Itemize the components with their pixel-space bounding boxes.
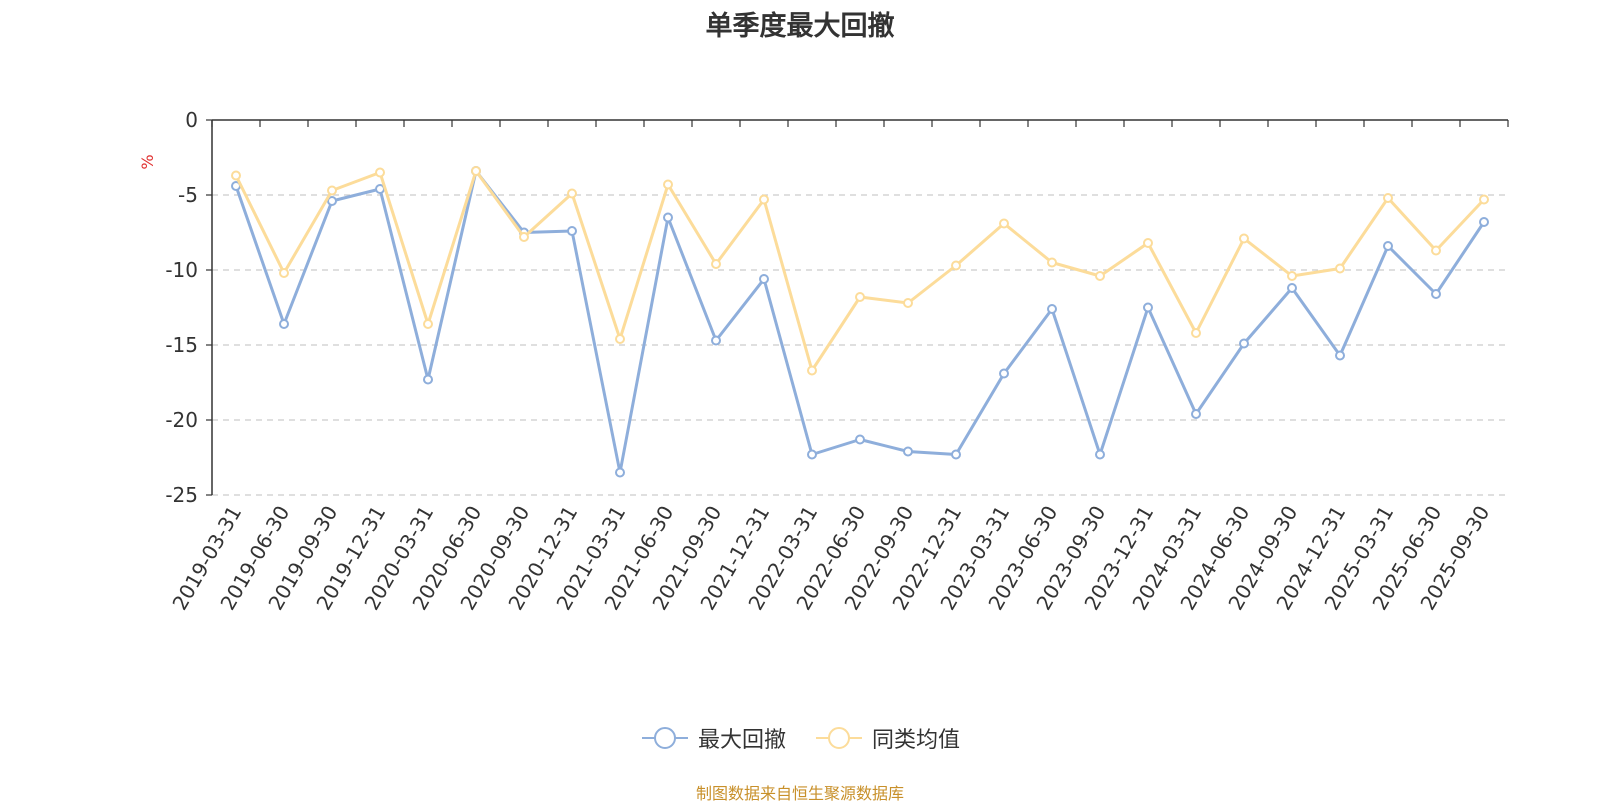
data-point xyxy=(951,260,961,271)
data-point xyxy=(279,319,289,329)
data-point xyxy=(1191,409,1201,419)
data-point xyxy=(807,449,817,460)
data-point xyxy=(327,185,337,196)
legend-label: 同类均值 xyxy=(872,728,961,753)
data-point xyxy=(375,167,385,178)
data-point xyxy=(903,298,913,308)
data-point xyxy=(855,292,865,302)
data-point xyxy=(663,212,673,223)
legend-item-1[interactable]: 最大回撤 xyxy=(640,722,786,754)
chart-title: 单季度最大回撤 xyxy=(705,11,895,42)
data-point xyxy=(1335,263,1345,274)
data-point xyxy=(1335,350,1345,361)
y-tick-label: -20 xyxy=(165,408,198,432)
data-point xyxy=(1383,193,1393,203)
data-point xyxy=(1191,328,1201,338)
data-point xyxy=(1287,271,1297,281)
data-point xyxy=(1095,449,1105,460)
y-tick-label: -5 xyxy=(178,183,198,207)
data-point xyxy=(759,274,769,284)
legend-marker-icon xyxy=(816,727,862,749)
legend-item-2[interactable]: 同类均值 xyxy=(814,722,960,754)
data-point xyxy=(1383,241,1393,251)
data-point xyxy=(999,368,1009,379)
y-axis-unit: % xyxy=(138,154,157,169)
data-point xyxy=(951,449,961,460)
data-point xyxy=(1479,217,1489,227)
data-point xyxy=(1047,304,1057,314)
data-point xyxy=(231,170,241,181)
data-point xyxy=(759,194,769,205)
data-point xyxy=(615,467,625,478)
data-point xyxy=(711,335,721,346)
legend-label: 最大回撤 xyxy=(697,728,786,753)
data-point xyxy=(327,196,337,206)
grid-layer xyxy=(212,194,1508,496)
data-point xyxy=(711,259,721,269)
data-point xyxy=(567,226,577,236)
data-point xyxy=(519,232,529,242)
data-point xyxy=(855,434,865,445)
data-point xyxy=(1239,233,1249,244)
source-note: 制图数据来自恒生聚源数据库 xyxy=(695,784,904,803)
data-point xyxy=(1287,283,1297,293)
data-point xyxy=(471,166,481,176)
data-point xyxy=(1431,245,1441,256)
data-point xyxy=(423,374,433,385)
data-point xyxy=(663,179,673,190)
y-tick-label: 0 xyxy=(185,108,198,132)
data-point xyxy=(279,268,289,278)
y-tick-label: -10 xyxy=(165,258,198,282)
data-point xyxy=(1143,302,1153,313)
data-point xyxy=(1479,194,1489,205)
series-layer xyxy=(231,166,1489,478)
legend-marker-icon xyxy=(641,727,688,749)
legend: 最大回撤 同类均值 xyxy=(0,722,1600,754)
y-tick-label: -25 xyxy=(165,483,198,507)
data-point xyxy=(1095,271,1105,281)
data-point xyxy=(1239,338,1249,349)
data-point xyxy=(1143,238,1153,248)
series-line-1 xyxy=(234,169,1486,474)
axis-layer: 0-5-10-15-20-252019-03-312019-06-302019-… xyxy=(165,108,1509,614)
data-point xyxy=(903,446,913,457)
data-point xyxy=(1047,257,1057,268)
data-point xyxy=(807,365,817,376)
data-point xyxy=(999,218,1009,229)
data-point xyxy=(423,319,433,329)
data-point xyxy=(1431,289,1441,299)
series-line-2 xyxy=(234,169,1486,372)
y-tick-label: -15 xyxy=(165,333,198,357)
data-point xyxy=(615,334,625,344)
data-point xyxy=(567,188,577,199)
